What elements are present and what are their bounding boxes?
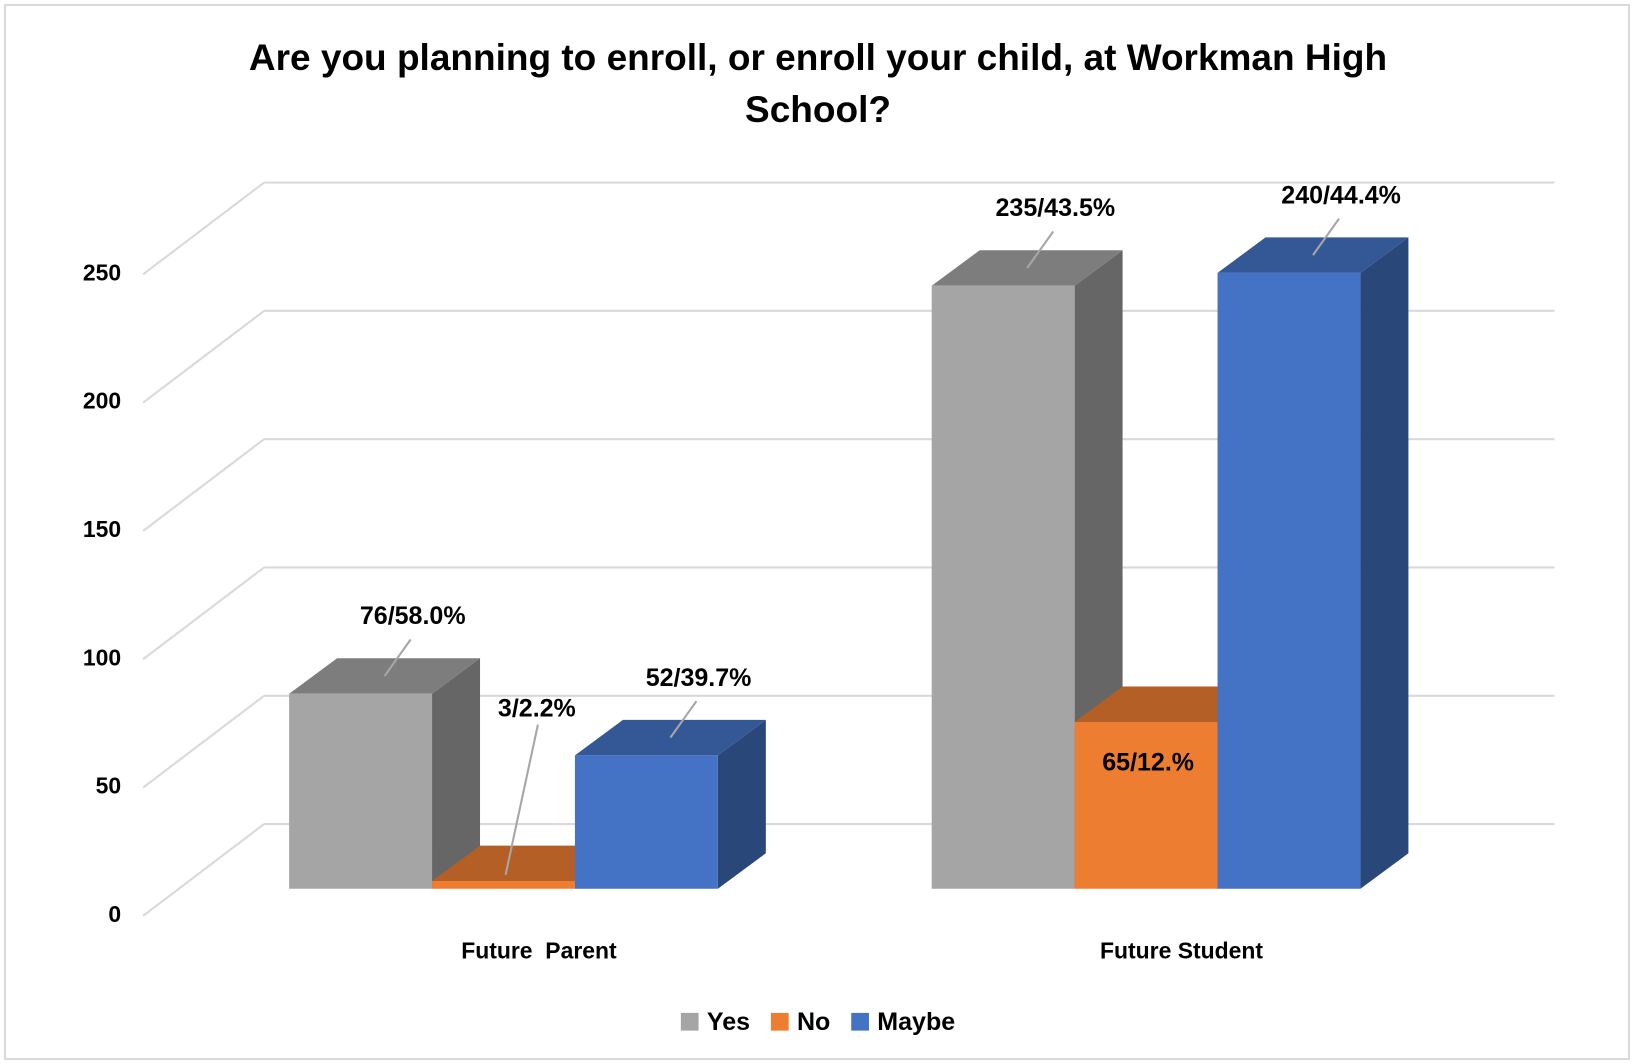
data-label: 65/12.% bbox=[1102, 748, 1194, 776]
bar bbox=[289, 658, 481, 889]
bar bbox=[574, 719, 766, 889]
grid-line bbox=[142, 694, 265, 789]
bar-front bbox=[1217, 272, 1361, 889]
bar-front bbox=[1074, 721, 1218, 889]
bar-front bbox=[931, 285, 1075, 889]
y-tick-label: 200 bbox=[83, 388, 121, 414]
data-label: 76/58.0% bbox=[360, 602, 466, 630]
y-tick-label: 50 bbox=[96, 773, 122, 799]
x-tick-label: Future Parent bbox=[461, 937, 617, 963]
legend-label: Maybe bbox=[877, 1008, 955, 1036]
grid-line bbox=[142, 181, 265, 276]
bar-side bbox=[1360, 237, 1409, 889]
data-label: 240/44.4% bbox=[1281, 181, 1401, 209]
leader-line bbox=[1312, 218, 1340, 256]
grid-line bbox=[142, 438, 265, 532]
data-label: 3/2.2% bbox=[498, 695, 576, 723]
leader-line bbox=[669, 700, 698, 739]
legend-swatch bbox=[770, 1012, 789, 1031]
chart-title: Are you planning to enroll, or enroll yo… bbox=[248, 37, 1388, 130]
grid-line bbox=[142, 823, 265, 917]
bar-front bbox=[432, 881, 575, 889]
x-tick-label: Future Student bbox=[1100, 937, 1263, 963]
bar bbox=[1217, 237, 1409, 889]
data-label: 52/39.7% bbox=[646, 664, 752, 692]
y-tick-label: 100 bbox=[83, 644, 121, 670]
y-tick-label: 0 bbox=[108, 901, 121, 927]
bar-front bbox=[574, 755, 718, 889]
bar-side bbox=[432, 658, 481, 889]
y-tick-label: 250 bbox=[83, 259, 121, 285]
leader-line bbox=[504, 724, 539, 876]
legend-label: Yes bbox=[707, 1008, 750, 1036]
leader-line bbox=[1026, 230, 1055, 269]
legend-swatch bbox=[851, 1012, 869, 1031]
data-label: 235/43.5% bbox=[996, 194, 1116, 222]
leader-line bbox=[383, 638, 412, 677]
bar-side bbox=[717, 719, 766, 889]
grid-line bbox=[142, 310, 265, 404]
chart-frame bbox=[4, 4, 1630, 1060]
legend-swatch bbox=[680, 1012, 699, 1031]
bar-front bbox=[289, 693, 433, 889]
legend-label: No bbox=[797, 1008, 830, 1036]
grid-line bbox=[142, 566, 265, 661]
y-tick-label: 150 bbox=[83, 516, 121, 542]
